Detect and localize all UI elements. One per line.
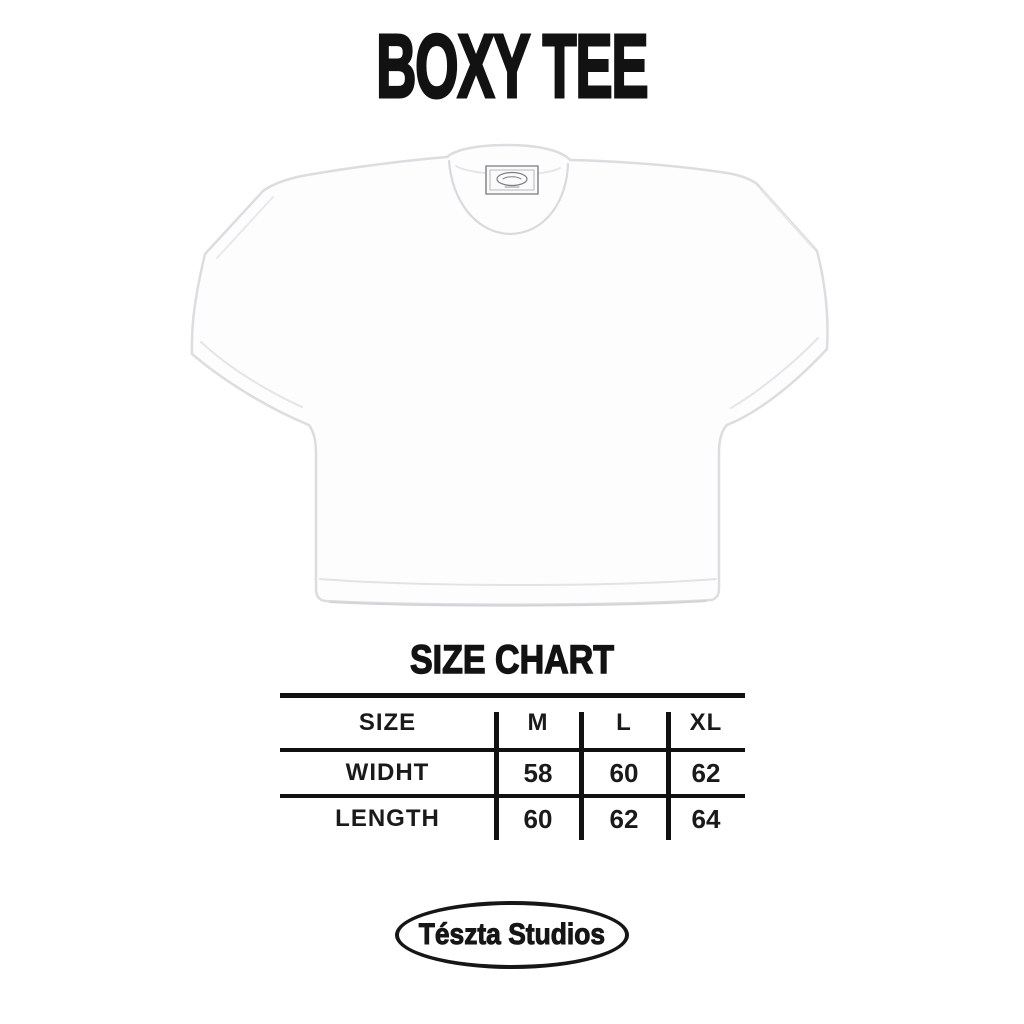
tshirt-left-cuff-seam	[200, 341, 303, 408]
size-chart-heading-row: SIZE CHART	[0, 638, 1024, 682]
page-title: BOXY TEE	[375, 17, 649, 117]
tshirt-image	[190, 143, 829, 607]
row-label-length: LENGTH	[335, 805, 440, 832]
tshirt-hem-seam	[319, 578, 717, 586]
width-value-xl: 62	[691, 757, 721, 788]
brand-logo-text: Tészta Studios	[418, 918, 606, 952]
width-value-l: 60	[609, 757, 639, 788]
title-row: BOXY TEE	[0, 17, 1024, 117]
tshirt-silhouette	[190, 143, 829, 606]
column-header-xl: XL	[689, 709, 723, 736]
neck-label-oval-logo-icon	[496, 171, 528, 187]
length-value-xl: 64	[691, 803, 721, 834]
table-vertical-divider-2	[578, 712, 584, 840]
table-vertical-divider-3	[665, 712, 671, 840]
brand-logo-row: Tészta Studios	[0, 901, 1024, 969]
column-header-l: L	[616, 709, 632, 736]
row-label-width: WIDHT	[345, 759, 430, 786]
tshirt-collar-front-seam	[447, 159, 570, 236]
size-chart-heading: SIZE CHART	[409, 638, 614, 682]
column-header-m: M	[527, 709, 549, 736]
length-value-m: 60	[523, 803, 553, 834]
tshirt-hem-shadow	[329, 600, 707, 607]
table-vertical-divider-1	[493, 712, 499, 840]
tshirt-right-cuff-seam	[730, 337, 819, 409]
size-chart-table: SIZE M L XL WIDHT 58 60 62 LENGTH 60 62 …	[279, 693, 745, 840]
column-header-size: SIZE	[358, 709, 417, 736]
size-chart-section: SIZE M L XL WIDHT 58 60 62 LENGTH 60 62 …	[0, 693, 1024, 840]
neck-label	[485, 165, 539, 195]
brand-logo: Tészta Studios	[395, 901, 629, 969]
width-value-m: 58	[523, 757, 553, 788]
tshirt-left-sleeve-crease	[216, 196, 274, 259]
table-row-length: LENGTH 60 62 64	[279, 794, 745, 840]
table-header-row: SIZE M L XL	[280, 698, 745, 748]
table-row-width: WIDHT 58 60 62	[279, 748, 745, 794]
length-value-l: 62	[609, 803, 639, 834]
tshirt-right-sleeve-crease	[761, 190, 813, 248]
